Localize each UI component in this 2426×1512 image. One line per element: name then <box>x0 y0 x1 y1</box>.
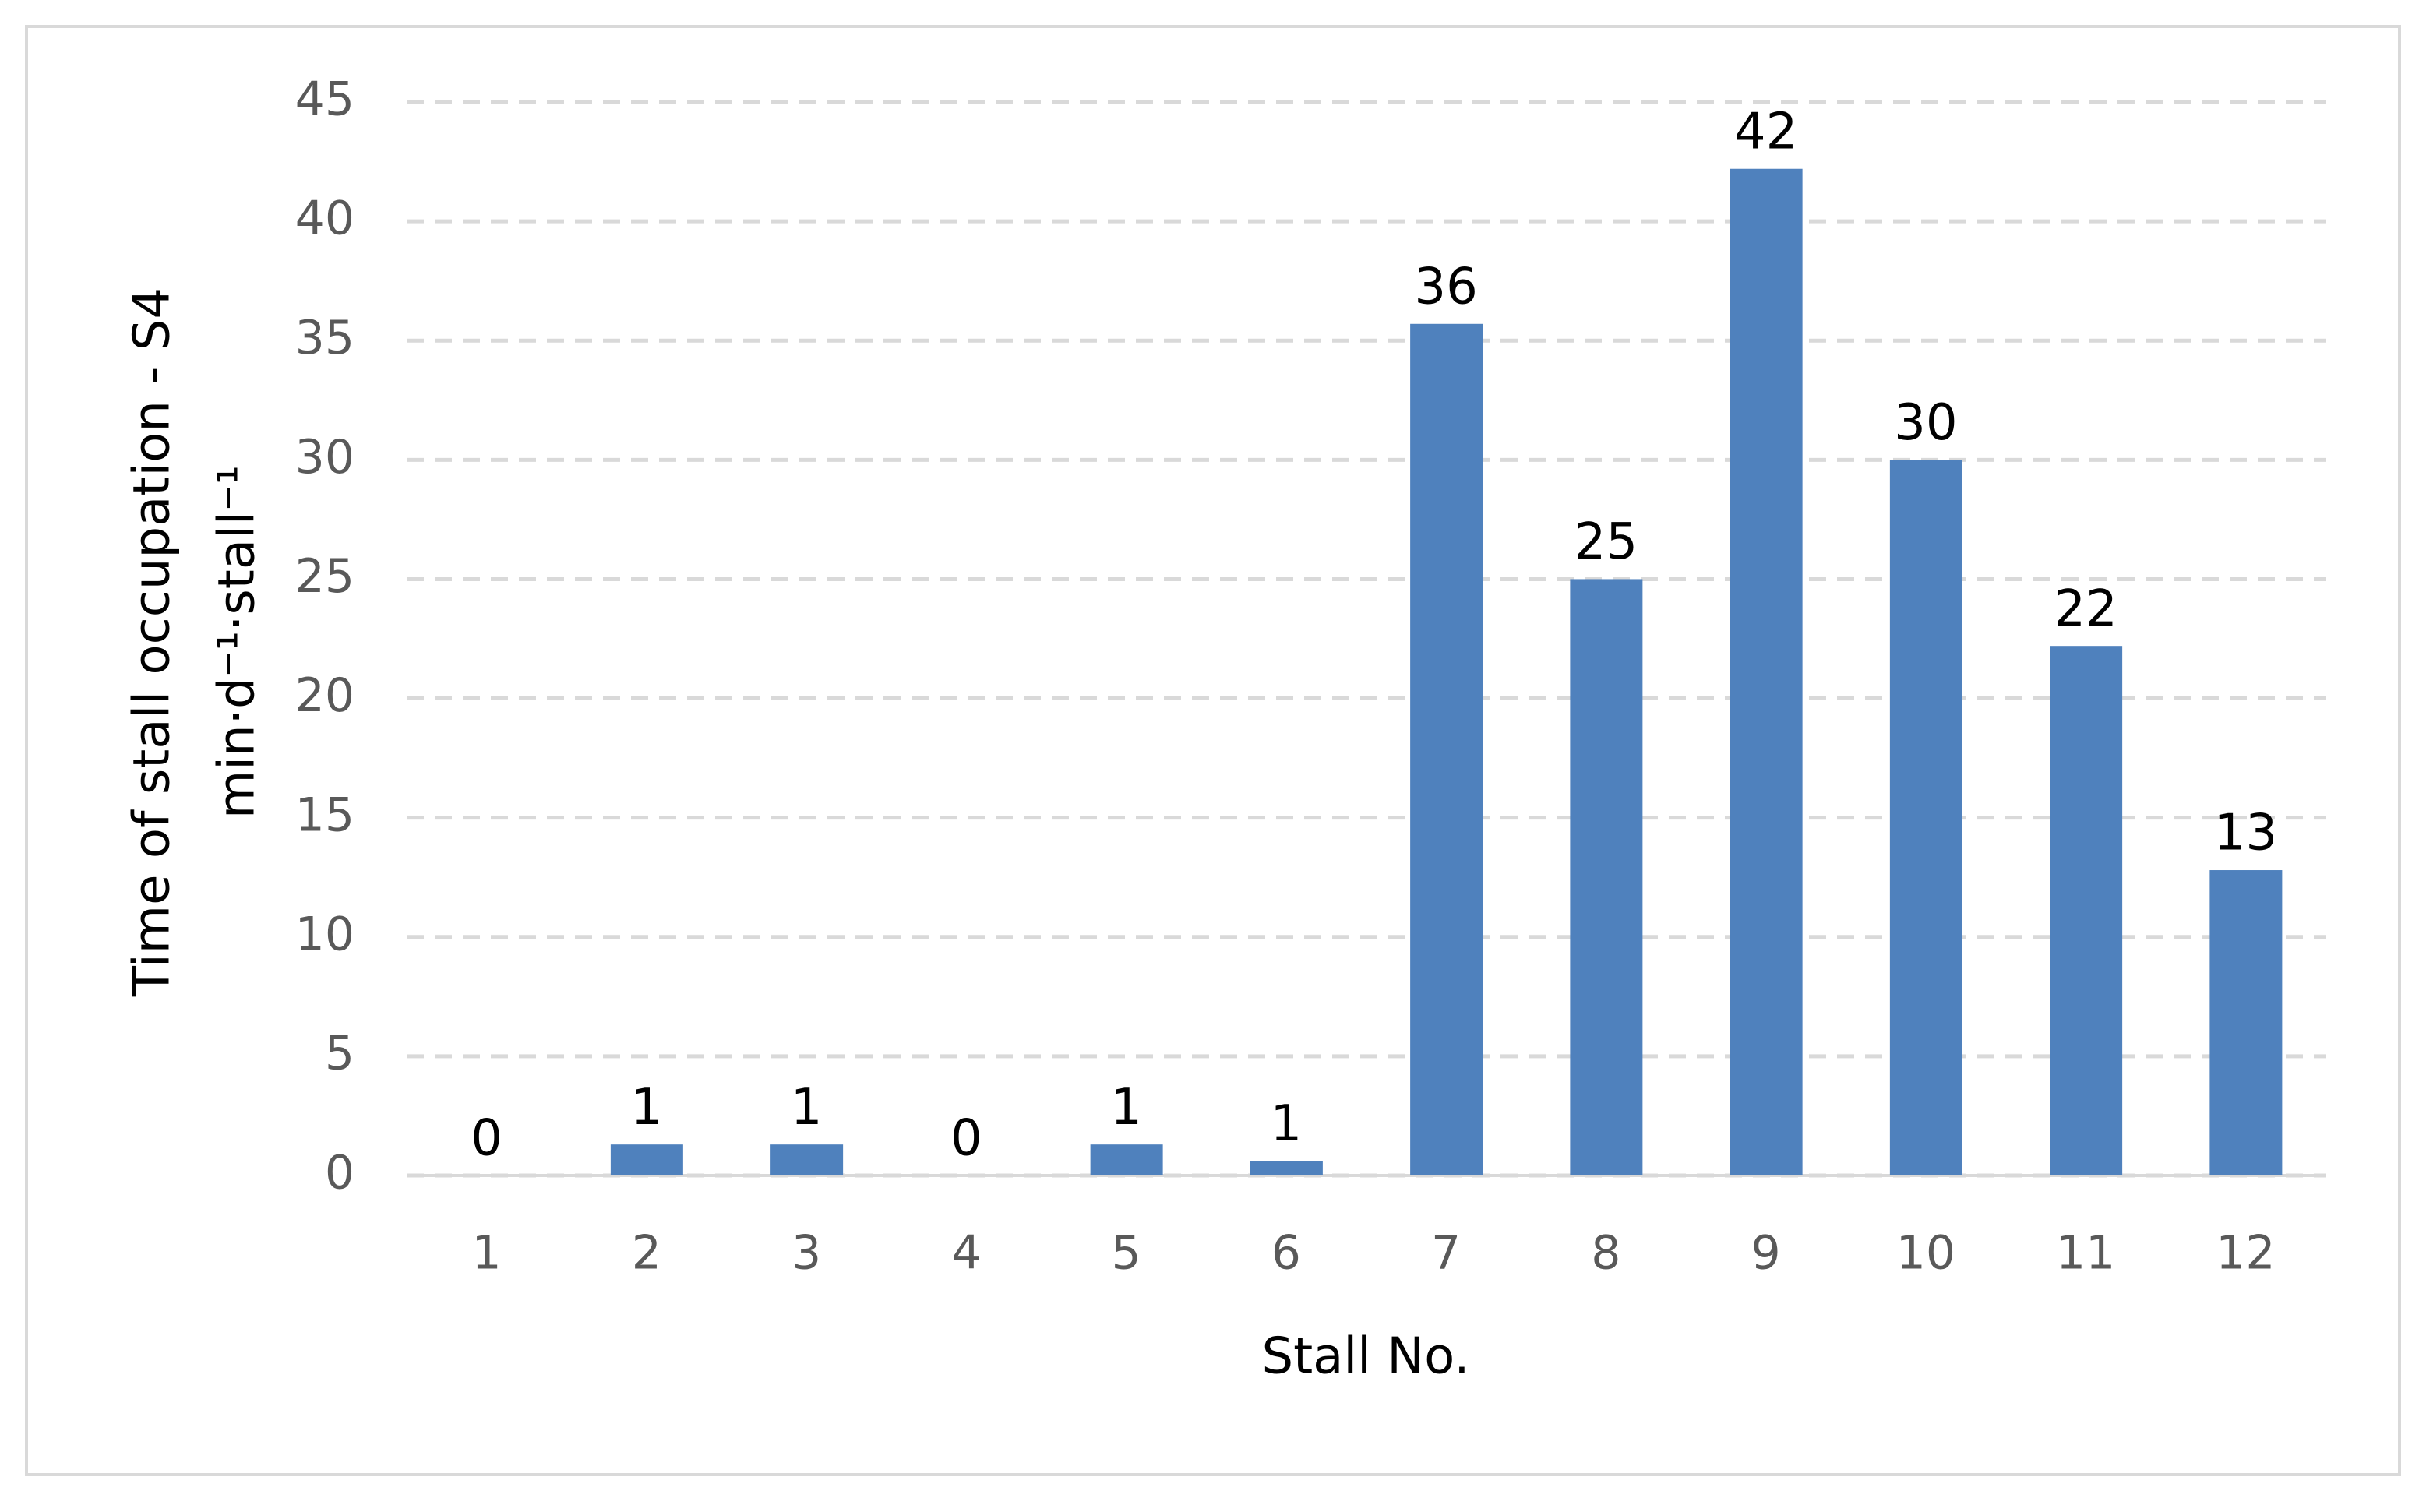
x-tick-label: 10 <box>1896 1226 1955 1281</box>
y-tick-label: 45 <box>295 72 354 127</box>
chart-border <box>25 25 2401 1476</box>
bar <box>1730 168 1803 1176</box>
y-tick-label: 5 <box>325 1026 354 1080</box>
value-label: 1 <box>1110 1079 1142 1137</box>
bar <box>1090 1144 1163 1175</box>
x-axis-title: Stall No. <box>1261 1328 1469 1386</box>
x-tick-label: 4 <box>951 1226 981 1281</box>
x-tick-label: 5 <box>1112 1226 1141 1281</box>
x-tick-label: 11 <box>2056 1226 2115 1281</box>
value-label: 13 <box>2214 805 2277 862</box>
bar <box>2050 646 2123 1175</box>
value-label: 1 <box>1271 1095 1303 1153</box>
bar <box>1250 1161 1323 1175</box>
x-tick-label: 6 <box>1271 1226 1301 1281</box>
value-label: 1 <box>631 1079 663 1137</box>
value-label: 0 <box>471 1110 502 1168</box>
value-label: 42 <box>1734 103 1797 160</box>
y-tick-label: 10 <box>295 907 354 961</box>
x-tick-label: 2 <box>632 1226 661 1281</box>
bar <box>1889 460 1962 1175</box>
bar <box>1410 323 1483 1176</box>
value-label: 22 <box>2054 580 2117 638</box>
y-tick-label: 25 <box>295 549 354 604</box>
y-tick-label: 20 <box>295 668 354 723</box>
value-label: 30 <box>1894 394 1957 452</box>
y-tick-label: 35 <box>295 311 354 365</box>
y-axis-title: Time of stall occupation - S4 <box>124 287 182 997</box>
y-tick-label: 40 <box>295 192 354 246</box>
y-tick-label: 0 <box>325 1146 354 1200</box>
value-label: 25 <box>1574 513 1638 571</box>
y-tick-label: 30 <box>295 430 354 485</box>
value-label: 0 <box>950 1110 982 1168</box>
x-tick-label: 12 <box>2216 1226 2275 1281</box>
x-tick-label: 8 <box>1591 1226 1620 1281</box>
bar <box>770 1144 844 1175</box>
value-label: 36 <box>1414 258 1477 315</box>
bar <box>1570 579 1643 1175</box>
y-axis-title: min·d⁻¹·stall⁻¹ <box>209 465 266 819</box>
x-tick-label: 7 <box>1431 1226 1461 1281</box>
value-label: 1 <box>791 1079 823 1137</box>
x-tick-label: 3 <box>792 1226 821 1281</box>
y-tick-label: 15 <box>295 788 354 842</box>
x-tick-label: 1 <box>472 1226 502 1281</box>
bar <box>610 1144 683 1175</box>
bar <box>2209 870 2283 1175</box>
x-tick-label: 9 <box>1751 1226 1781 1281</box>
